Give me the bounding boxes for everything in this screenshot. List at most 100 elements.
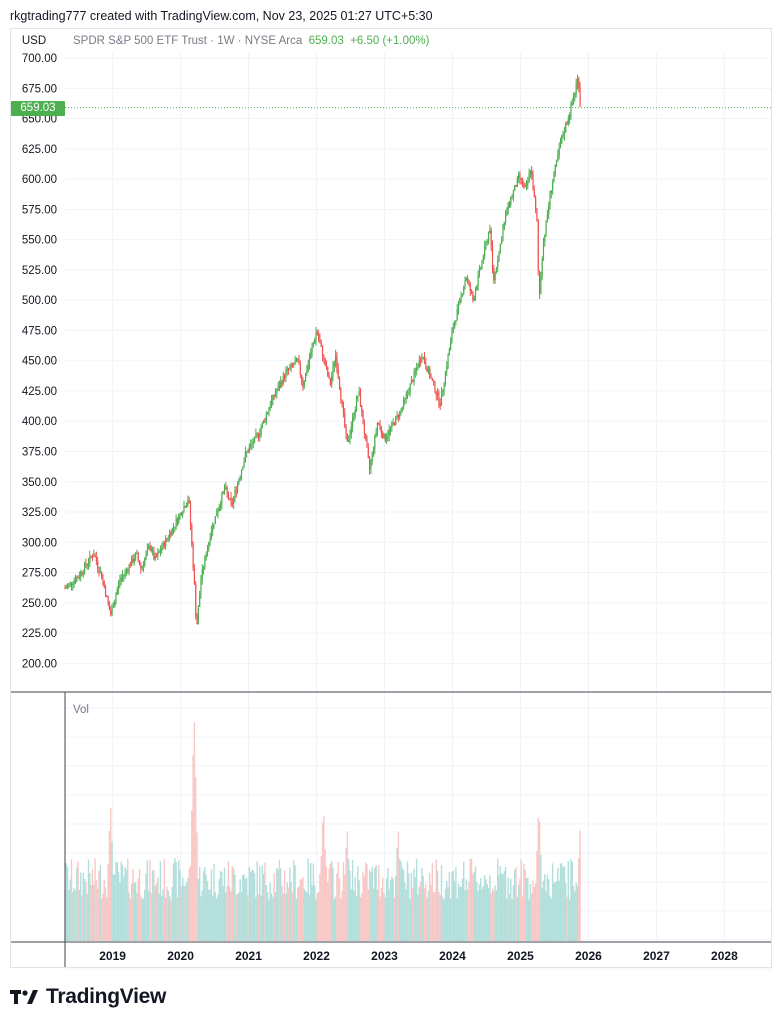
volume-bar [383,893,385,941]
volume-bar [570,858,572,941]
currency-button[interactable]: USD [14,31,54,51]
price-tick-label: 600.00 [22,174,57,186]
candle-body [243,460,245,468]
volume-bar [565,882,567,941]
volume-bar [204,866,206,941]
candle-body [570,105,572,116]
candle-body [333,363,335,367]
volume-bar [202,870,205,941]
candle-body [251,443,253,445]
volume-bar [150,893,152,941]
candle-body [235,490,237,492]
candle-body [201,569,203,580]
candle-body [137,553,139,561]
volume-bar [361,893,363,941]
volume-bar [453,881,456,941]
volume-bar [179,870,181,941]
volume-bar [286,882,288,941]
candle-body [255,434,257,437]
candle-body [512,190,515,197]
candle-body [419,360,422,362]
candle-body [472,293,474,301]
volume-bar [340,898,342,941]
volume-bar [141,898,143,941]
volume-bar [281,885,283,941]
candle-body [565,123,567,133]
price-tick-label: 700.00 [22,53,57,65]
volume-bar [138,868,141,941]
volume-bar [528,899,530,941]
volume-bar [385,878,388,941]
candle-body [276,390,278,394]
candle-body [189,501,192,526]
candle-body [183,506,185,513]
candle-body [184,506,186,508]
candle-body [520,178,522,180]
candle-body [278,386,281,388]
candle-body [425,362,427,368]
volume-bar [349,870,351,941]
candle-body [375,431,377,436]
volume-bar [447,887,449,941]
candle-body [549,193,551,207]
candle-body [260,427,262,434]
volume-bar [430,885,432,941]
volume-bar [260,895,262,941]
volume-bar [483,875,486,941]
volume-bar [261,865,264,941]
volume-bar [491,888,494,941]
volume-bar [495,890,498,941]
candle-body [97,561,99,568]
candle-body [91,556,94,558]
tradingview-logo[interactable]: TradingView [10,985,166,1009]
candle-body [155,556,158,558]
price-tick-label: 525.00 [22,265,57,277]
candle-body [148,546,150,550]
volume-bar [134,882,137,941]
volume-bar [439,895,441,941]
candle-body [557,155,559,160]
volume-bar [93,884,95,941]
candle-body [267,412,269,415]
volume-bar [227,861,230,941]
candle-body [566,123,568,125]
time-axis[interactable]: 2019 2020 2021 2022 2023 2024 2025 2026 2027 2028 [99,949,738,963]
candle-body [280,381,282,388]
candle-body [112,607,114,609]
candle-body [277,386,279,391]
candle-body [257,433,260,437]
volume-bar [493,891,495,941]
candle-body [273,394,275,397]
volume-bar [229,886,231,941]
volume-bar [465,879,468,941]
candle-body [328,375,330,378]
candle-body [541,259,543,277]
candles [64,74,581,625]
candle-body [477,274,479,287]
volume-bar [346,831,349,941]
candle-body [107,596,109,604]
volume-bar [506,898,508,941]
symbol-name[interactable]: SPDR S&P 500 ETF Trust · 1W · NYSE Arca [73,35,303,47]
volume-bar [487,887,490,941]
volume-bar [240,892,243,941]
price-axis[interactable]: 700.00 675.00 650.00 625.00 600.00 575.00 550.… [22,53,57,670]
volume-label[interactable]: Vol [73,704,89,716]
candle-body [371,452,373,461]
candle-body [290,364,292,368]
candle-body [195,583,197,616]
candle-body [318,334,320,339]
candle-body [508,202,511,205]
volume-bar [145,873,147,941]
volume-bar [247,894,249,941]
volume-bar [176,896,179,941]
volume-bar [293,860,295,941]
time-tick-label: 2027 [643,949,670,963]
candle-body [221,493,223,505]
volume-bar [436,870,439,941]
volume-bar [72,891,74,941]
volume-bar [357,865,359,941]
volume-bar [140,895,142,941]
candle-body [247,451,249,453]
